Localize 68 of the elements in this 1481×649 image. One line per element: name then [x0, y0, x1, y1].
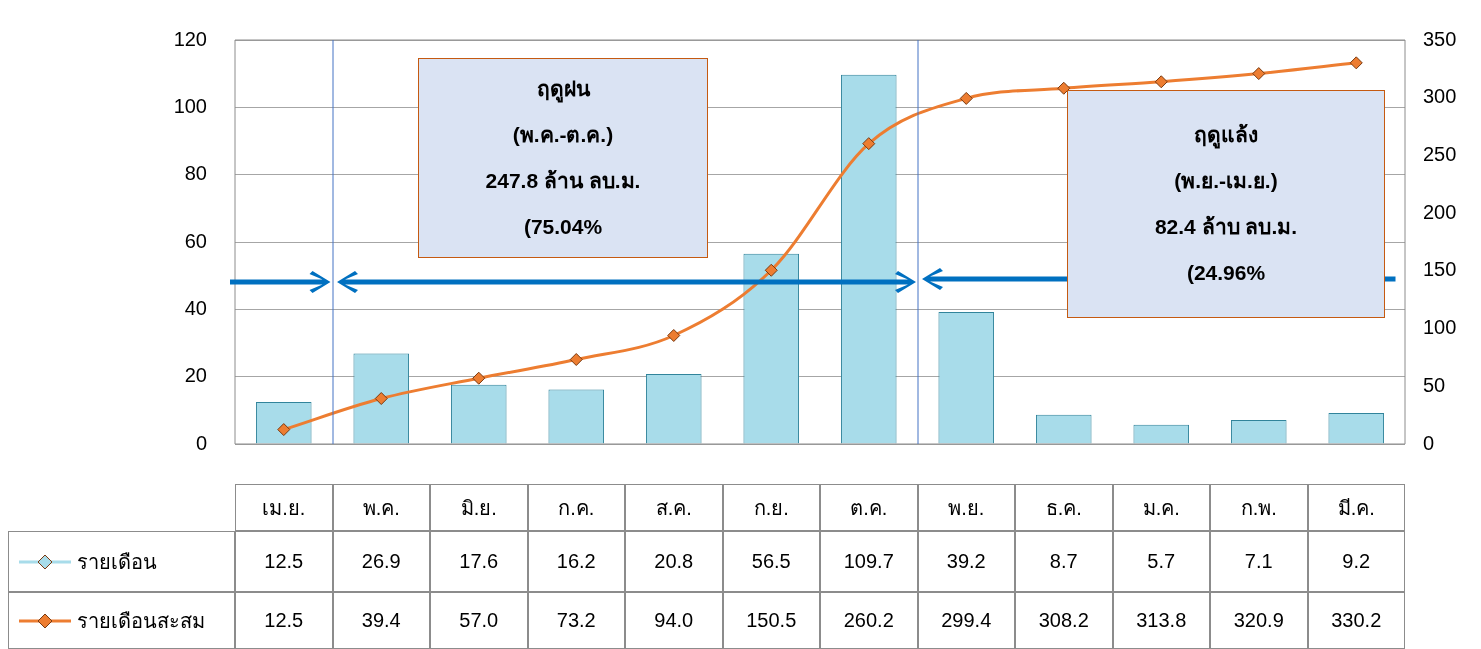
x-tick-label: มี.ค.: [1307, 484, 1405, 531]
data-label: 313.8: [1112, 592, 1210, 649]
data-label: 5.7: [1112, 531, 1210, 592]
y2-tick-label: 300: [1423, 85, 1457, 108]
y-tick-label: 60: [184, 229, 207, 252]
point: [1349, 56, 1363, 70]
data-label: 9.2: [1307, 531, 1405, 592]
point: [667, 329, 681, 342]
point: [1154, 75, 1168, 89]
annotation: ฤดูฝน (พ.ค.-ต.ค.) 247.8 ล้าน ลบ.ม. (75.04%: [484, 76, 642, 240]
x-tick-label: ส.ค.: [625, 484, 723, 531]
point: [1057, 81, 1071, 95]
data-label: 308.2: [1015, 592, 1113, 649]
data-label: 260.2: [820, 592, 918, 649]
annotation: ฤดูแล้ง (พ.ย.-เม.ย.) 82.4 ล้าบ ลบ.ม. (24.96%: [1153, 122, 1299, 286]
data-label: 73.2: [527, 592, 625, 649]
text-box: ฤดูฝน (พ.ค.-ต.ค.) 247.8 ล้าน ลบ.ม. (75.04%: [418, 58, 708, 258]
x-tick-label: พ.ค.: [332, 484, 430, 531]
data-label: 39.4: [332, 592, 430, 649]
data-label: 94.0: [625, 592, 723, 649]
point: [862, 137, 876, 151]
data-label: 57.0: [430, 592, 528, 649]
data-label: 109.7: [820, 531, 918, 592]
x-tick-label: ก.พ.: [1210, 484, 1308, 531]
legend-label: รายเดือนสะสม: [77, 608, 205, 634]
legend-label: รายเดือน: [77, 549, 157, 575]
y-tick-label: 40: [184, 296, 207, 319]
text-box: ฤดูแล้ง (พ.ย.-เม.ย.) 82.4 ล้าบ ลบ.ม. (24.96%: [1067, 90, 1385, 318]
x-tick-label: ก.ค.: [527, 484, 625, 531]
x-tick-label: เม.ย.: [235, 484, 333, 531]
y-tick-label: 0: [195, 431, 207, 454]
data-label: 16.2: [527, 531, 625, 592]
data-label: 150.5: [722, 592, 820, 649]
data-label: 20.8: [625, 531, 723, 592]
x-tick-label: ต.ค.: [820, 484, 918, 531]
data-label: 17.6: [430, 531, 528, 592]
point: [374, 392, 388, 406]
data-label: 12.5: [235, 592, 333, 649]
x-tick-label: พ.ย.: [917, 484, 1015, 531]
x-tick-label: ธ.ค.: [1015, 484, 1113, 531]
data-label: 8.7: [1015, 531, 1113, 592]
y2-tick-label: 0: [1423, 431, 1435, 454]
point: [959, 91, 973, 105]
data-label: 330.2: [1307, 592, 1405, 649]
data-label: 7.1: [1210, 531, 1308, 592]
point: [569, 353, 583, 367]
data-label: 26.9: [332, 531, 430, 592]
point: [764, 263, 778, 277]
point: [1252, 67, 1266, 81]
y2-tick-label: 200: [1423, 200, 1457, 223]
data-label: 320.9: [1210, 592, 1308, 649]
x-tick-label: มิ.ย.: [430, 484, 528, 531]
y-tick-label: 20: [184, 364, 207, 387]
data-label: 56.5: [722, 531, 820, 592]
point: [472, 371, 486, 385]
y2-tick-label: 150: [1423, 258, 1457, 281]
y2-tick-label: 250: [1423, 142, 1457, 165]
y-tick-label: 100: [173, 94, 207, 117]
data-label: 299.4: [917, 592, 1015, 649]
y2-tick-label: 50: [1423, 373, 1446, 396]
x-tick-label: ก.ย.: [722, 484, 820, 531]
y-tick-label: 80: [184, 162, 207, 185]
x-tick-label: ม.ค.: [1112, 484, 1210, 531]
y2-tick-label: 100: [1423, 316, 1457, 339]
data-label: 39.2: [917, 531, 1015, 592]
y-tick-label: 120: [173, 27, 207, 50]
y2-tick-label: 350: [1423, 27, 1457, 50]
data-label: 12.5: [235, 531, 333, 592]
